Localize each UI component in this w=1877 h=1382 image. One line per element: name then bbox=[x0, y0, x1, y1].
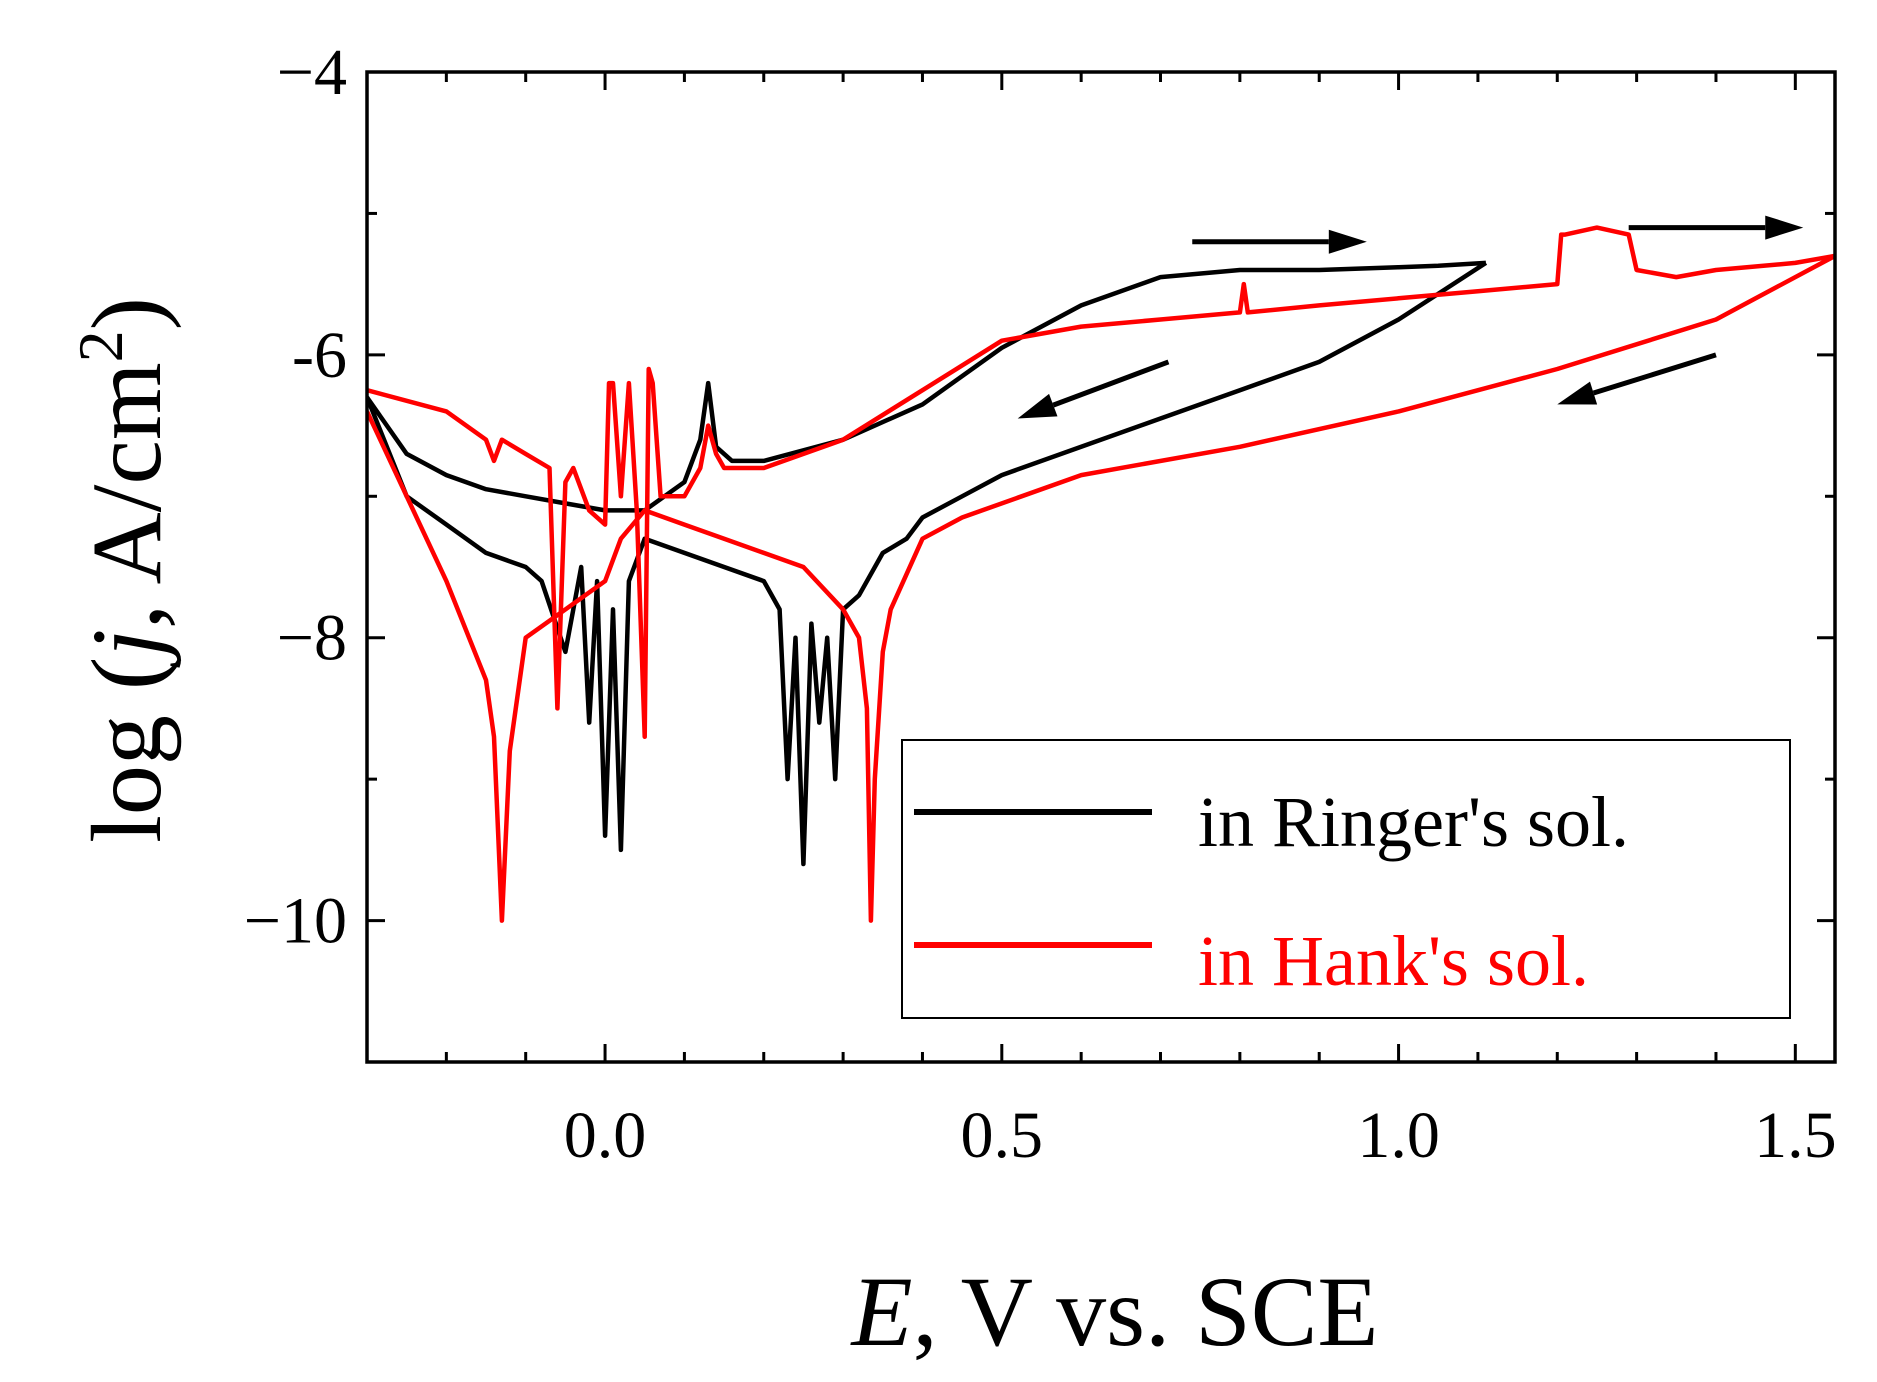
y-axis-title-suffix: ) bbox=[71, 297, 182, 330]
y-tick-label: −4 bbox=[277, 36, 347, 109]
direction-arrow-head bbox=[1328, 229, 1367, 254]
x-axis-title: E, V vs. SCE bbox=[849, 1256, 1378, 1367]
legend-label-ringer: in Ringer's sol. bbox=[1198, 782, 1629, 862]
series-line-ringer-reverse bbox=[367, 261, 1488, 867]
y-tick-label: -6 bbox=[292, 319, 347, 392]
x-axis-title-italic: E bbox=[849, 1256, 912, 1367]
y-axis-title-sup: 2 bbox=[65, 330, 136, 362]
direction-arrow-shaft bbox=[1592, 352, 1717, 396]
plot-frame bbox=[365, 70, 1837, 1064]
ticks-layer: 0.0 0.5 1.0 1.5 −4 -6 −8 −10 bbox=[244, 36, 1837, 1172]
direction-arrow-head bbox=[1765, 215, 1804, 240]
x-tick-label: 0.5 bbox=[961, 1099, 1044, 1172]
direction-arrow-head bbox=[1017, 393, 1058, 419]
series-line-hank-reverse bbox=[367, 253, 1835, 923]
series-line-hank-forward bbox=[367, 225, 1835, 739]
x-axis-title-rest: , V vs. SCE bbox=[913, 1256, 1379, 1367]
direction-arrow-shaft bbox=[1052, 359, 1170, 408]
series-layer bbox=[367, 225, 1835, 923]
annotation-layer bbox=[1017, 215, 1804, 419]
legend: in Ringer's sol. in Hank's sol. bbox=[901, 739, 1791, 1019]
y-axis-title: log (j, A/cm2) bbox=[65, 297, 182, 843]
y-tick-label: −10 bbox=[244, 885, 347, 958]
x-tick-label: 0.0 bbox=[564, 1099, 647, 1172]
y-tick-label: −8 bbox=[277, 602, 347, 675]
series-line-ringer-forward bbox=[367, 260, 1487, 513]
y-axis-title-prefix: log ( bbox=[71, 657, 182, 843]
direction-arrow-head bbox=[1557, 381, 1598, 405]
y-axis-title-rest: , A/cm bbox=[71, 362, 182, 629]
x-tick-label: 1.0 bbox=[1357, 1099, 1440, 1172]
legend-label-hank: in Hank's sol. bbox=[1198, 921, 1589, 1001]
x-tick-label: 1.5 bbox=[1754, 1099, 1837, 1172]
legend-box bbox=[901, 739, 1791, 1019]
